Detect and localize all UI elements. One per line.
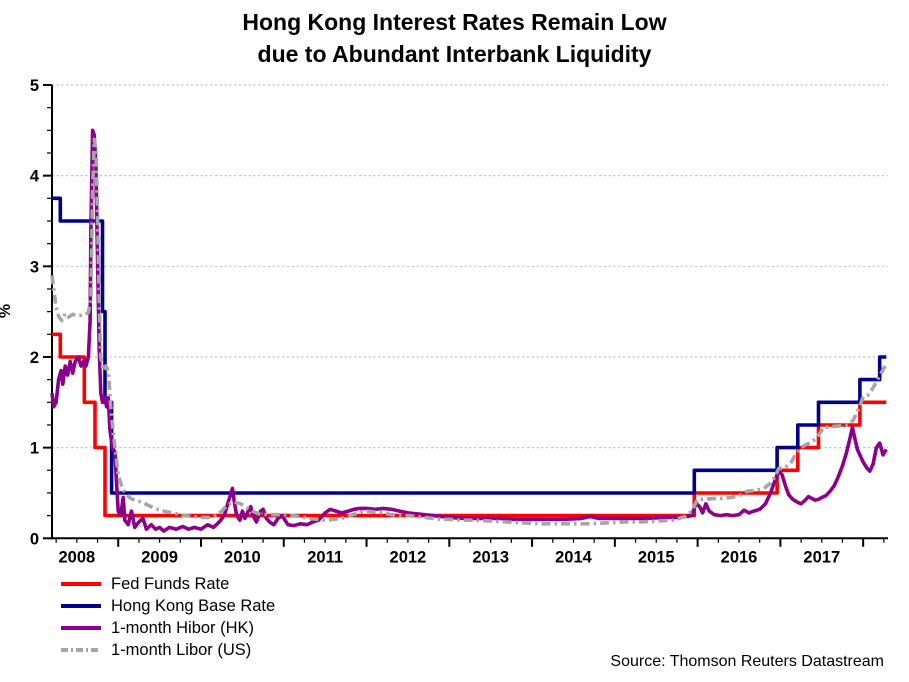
x-tick-label: 2017 bbox=[803, 548, 840, 566]
x-tick-label: 2014 bbox=[555, 548, 593, 566]
chart-title-line1: Hong Kong Interest Rates Remain Low bbox=[242, 9, 667, 35]
legend-swatch-1-month-hibor-hk bbox=[61, 626, 101, 630]
y-tick-label: 1 bbox=[30, 440, 39, 458]
x-tick-label: 2010 bbox=[224, 548, 261, 566]
legend-item-hong-kong-base-rate: Hong Kong Base Rate bbox=[60, 595, 275, 617]
legend-swatch-fed-funds-rate bbox=[61, 582, 101, 586]
series-hong-kong-base-rate bbox=[52, 196, 887, 495]
legend-label: Fed Funds Rate bbox=[111, 575, 230, 593]
y-tick-label: 2 bbox=[30, 349, 39, 367]
gridlines bbox=[52, 84, 888, 449]
y-tick-label: 5 bbox=[30, 77, 39, 95]
x-tick-label: 2009 bbox=[141, 548, 178, 566]
y-tick-label: 4 bbox=[30, 168, 40, 186]
interest-rate-line-chart: 0 1 2 3 4 5 2008 2009 2010 2011 2012 2013 2014 2015 20… bbox=[30, 77, 888, 566]
x-tick-label: 2015 bbox=[638, 548, 675, 566]
legend-label: Hong Kong Base Rate bbox=[111, 597, 276, 615]
chart-title-line2: due to Abundant Interbank Liquidity bbox=[257, 41, 652, 67]
legend-swatch-hong-kong-base-rate bbox=[61, 604, 101, 608]
x-tick-label: 2011 bbox=[307, 548, 343, 566]
legend-label: 1-month Libor (US) bbox=[111, 641, 252, 659]
series-1-month-libor-us- bbox=[50, 137, 888, 526]
x-tick-label: 2016 bbox=[721, 548, 758, 566]
series-1-month-hibor-hk- bbox=[50, 128, 888, 533]
y-tick-label: 3 bbox=[30, 258, 39, 276]
series-fed-funds-rate bbox=[52, 332, 887, 518]
x-tick-label: 2012 bbox=[390, 548, 427, 566]
y-tick-label: 0 bbox=[30, 530, 39, 548]
legend-item-1-month-hibor-hk: 1-month Hibor (HK) bbox=[60, 617, 275, 639]
legend-item-1-month-libor-us: 1-month Libor (US) bbox=[60, 639, 275, 661]
legend-swatch-1-month-libor-us bbox=[61, 648, 101, 652]
chart-title: Hong Kong Interest Rates Remain Low due … bbox=[0, 6, 909, 70]
legend-label: 1-month Hibor (HK) bbox=[111, 619, 255, 637]
axes: 0 1 2 3 4 5 2008 2009 2010 2011 2012 2013 2014 2015 20… bbox=[30, 77, 888, 566]
legend-item-fed-funds-rate: Fed Funds Rate bbox=[60, 573, 275, 595]
source-credit: Source: Thomson Reuters Datastream bbox=[610, 653, 884, 670]
x-tick-label: 2008 bbox=[58, 548, 95, 566]
chart-legend: Fed Funds Rate Hong Kong Base Rate 1-mon… bbox=[60, 573, 275, 661]
x-tick-label: 2013 bbox=[472, 548, 509, 566]
